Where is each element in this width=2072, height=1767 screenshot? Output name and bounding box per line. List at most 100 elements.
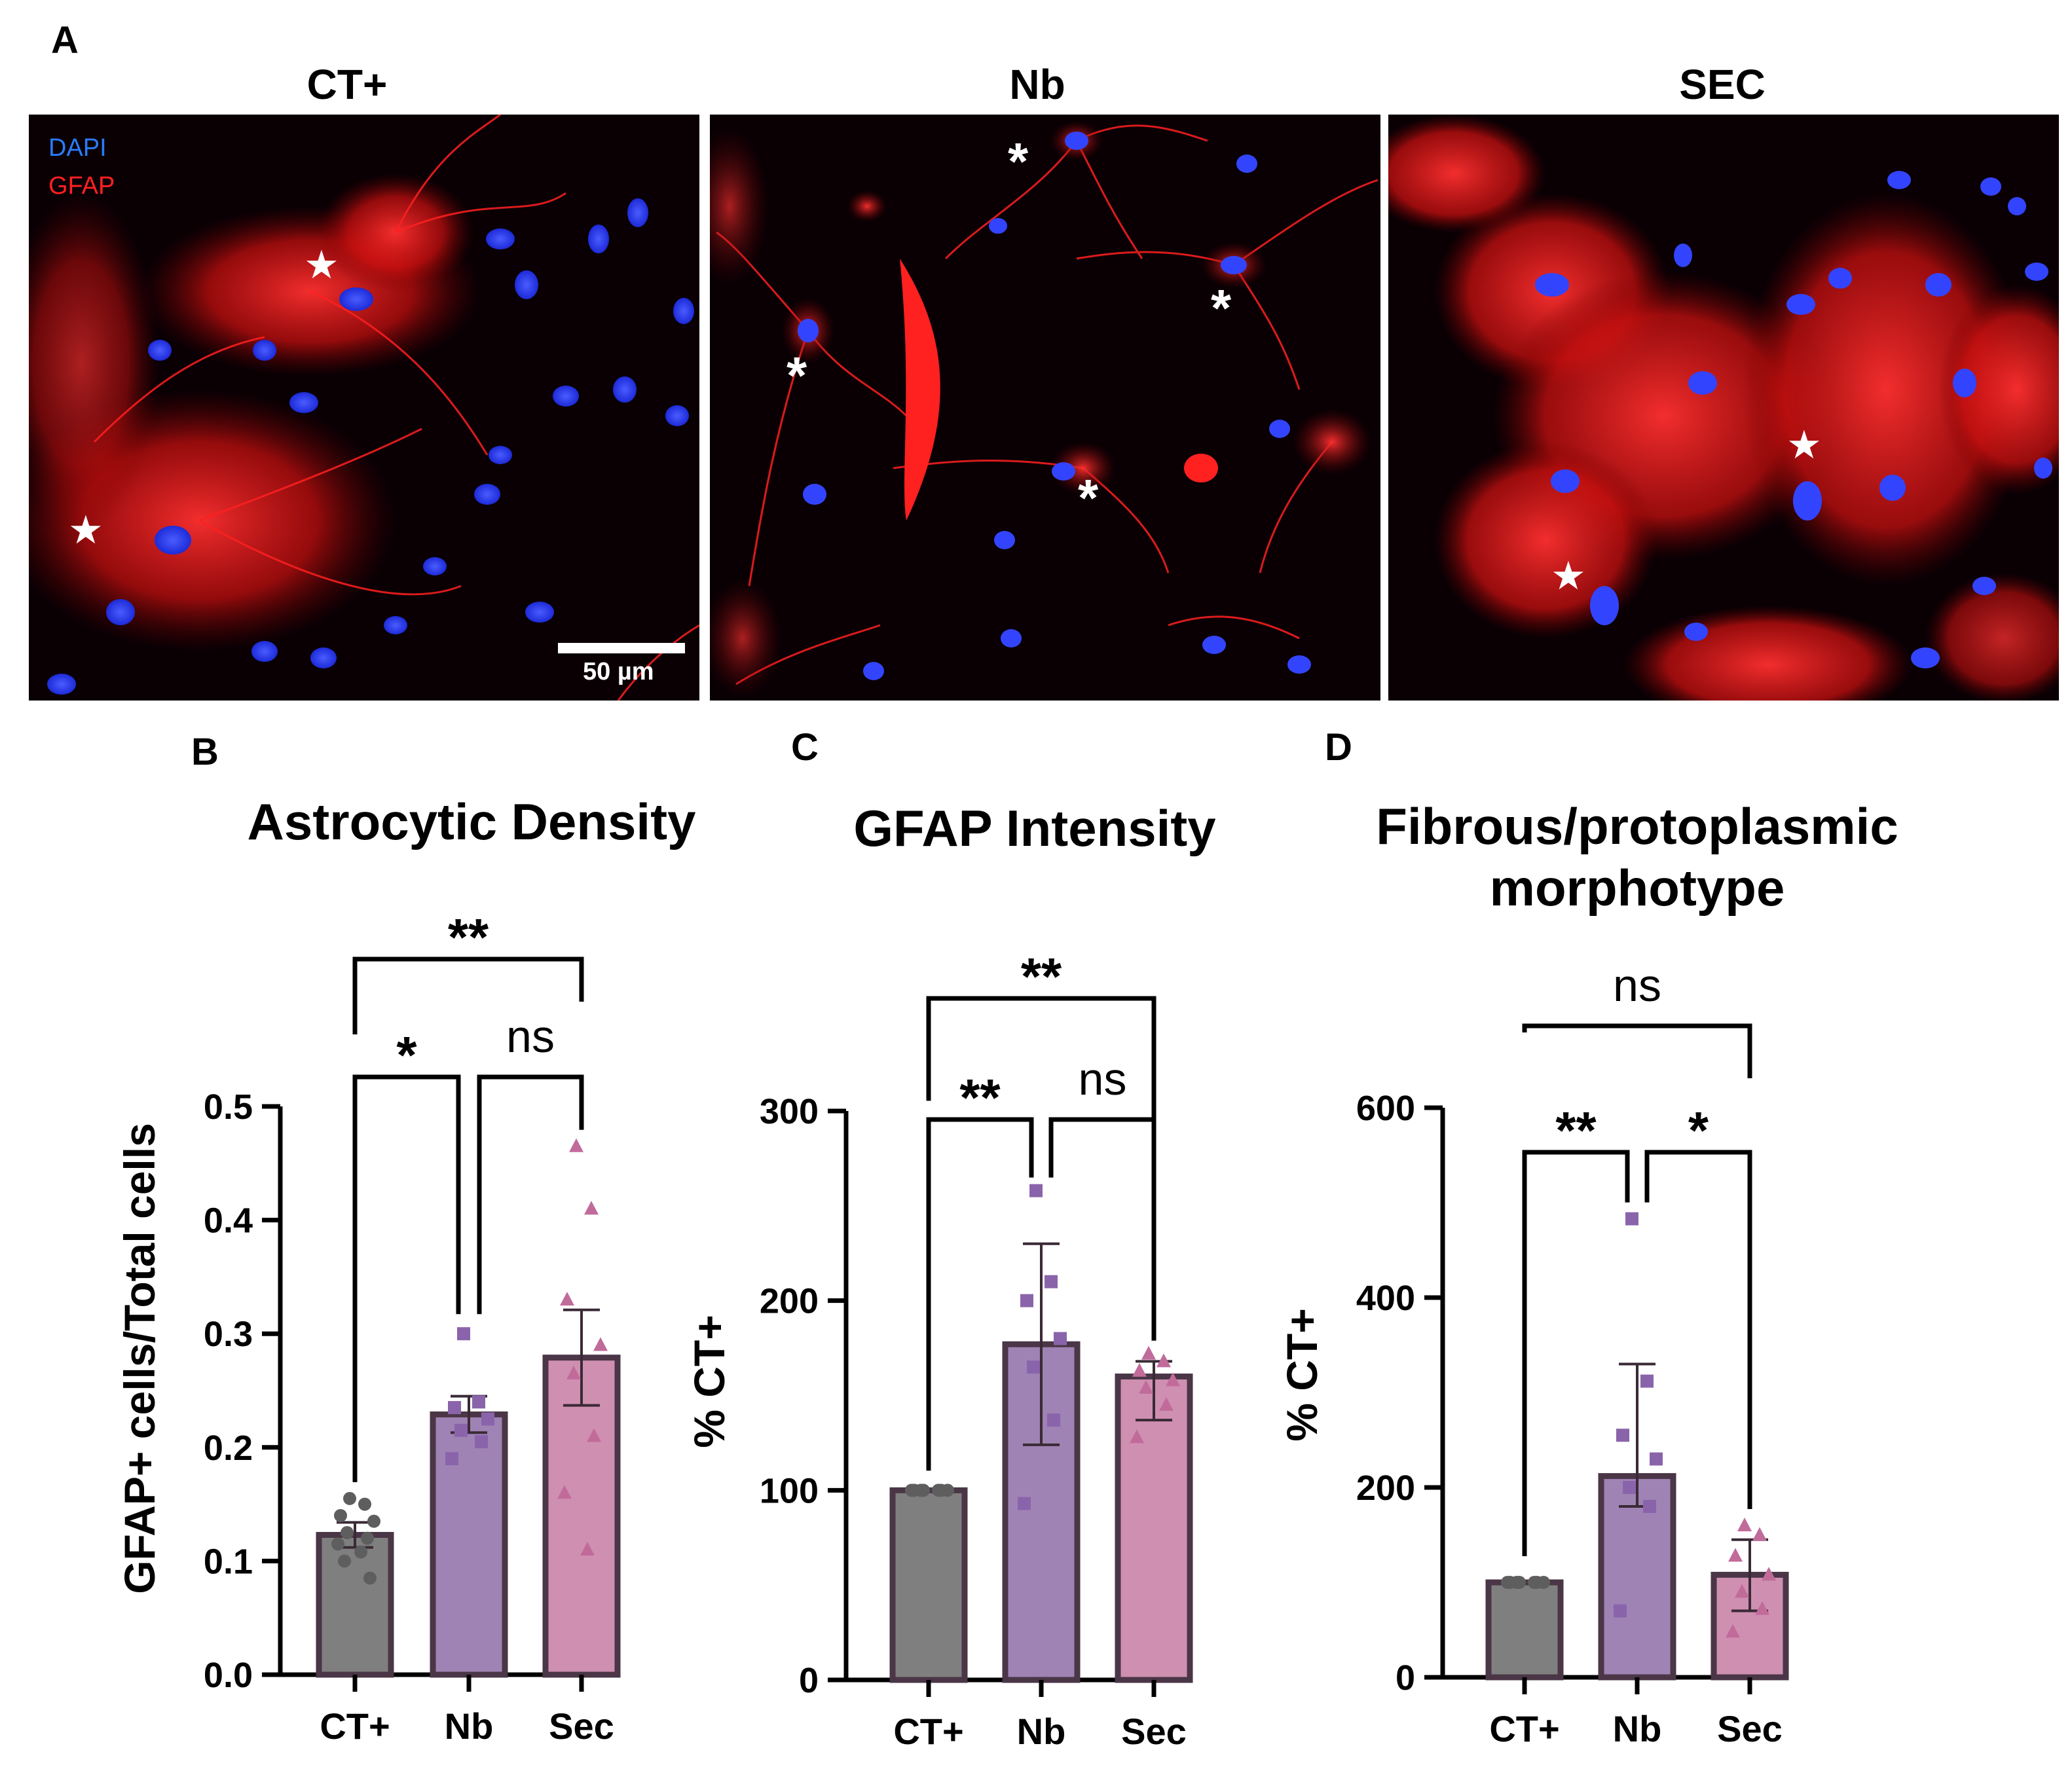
significance-bracket [477, 1074, 584, 1315]
data-point [331, 1537, 344, 1551]
significance-bracket [1522, 1150, 1630, 1556]
significance-label: ** [448, 908, 489, 966]
legend-gfap: GFAP [48, 172, 115, 200]
x-tick-label: Nb [1017, 1711, 1066, 1752]
data-point [338, 1554, 351, 1568]
data-point [557, 1485, 572, 1499]
legend-dapi: DAPI [48, 134, 107, 162]
data-point [358, 1497, 371, 1511]
y-tick-label: 200 [1356, 1468, 1415, 1508]
x-tick-label: Sec [1717, 1708, 1783, 1749]
data-point [566, 1365, 581, 1379]
star-marker: ★ [1786, 422, 1822, 468]
significance-bracket [352, 956, 584, 1034]
asterisk-marker: * [1078, 469, 1099, 527]
scale-bar [558, 643, 685, 653]
chart-d-title: Fibrous/protoplasmic morphotype [1376, 797, 1898, 917]
data-point [1029, 1184, 1043, 1197]
micrograph-nb: * * * * [710, 115, 1380, 701]
y-tick-label: 0.3 [204, 1315, 253, 1354]
bar-ctplus [316, 1531, 394, 1678]
y-tick-label: 0.4 [204, 1201, 253, 1241]
data-point [1132, 1362, 1147, 1377]
data-point [905, 1484, 918, 1497]
significance-bracket [1048, 1117, 1156, 1341]
data-point [1625, 1212, 1638, 1226]
data-point [1737, 1518, 1752, 1531]
data-point [1735, 1584, 1749, 1598]
data-point [1166, 1372, 1180, 1387]
data-point [1501, 1576, 1514, 1589]
data-point [1047, 1413, 1060, 1427]
data-point [457, 1327, 470, 1341]
micrograph-nb-drawing [710, 121, 1378, 697]
data-point [587, 1428, 601, 1442]
x-tick-label: Nb [445, 1705, 494, 1747]
data-point [448, 1401, 461, 1415]
data-point [1755, 1601, 1769, 1615]
data-point [1139, 1379, 1153, 1394]
micrograph-ctplus: DAPI GFAP ★ ★ 50 µm [29, 115, 699, 701]
data-point [569, 1138, 583, 1152]
data-point [1616, 1429, 1629, 1442]
data-point [1530, 1576, 1544, 1589]
x-tick-label: CT+ [893, 1711, 963, 1752]
data-point [1156, 1353, 1171, 1368]
data-point [580, 1542, 595, 1556]
x-tick-label: Sec [549, 1705, 614, 1747]
data-point [1640, 1374, 1654, 1388]
significance-label: * [396, 1026, 417, 1084]
significance-label: ** [1021, 947, 1062, 1006]
bar-ctplus [1485, 1579, 1564, 1681]
significance-label: ns [506, 1011, 555, 1062]
data-point [1018, 1497, 1031, 1510]
x-tick-label: CT+ [320, 1705, 390, 1747]
data-point [584, 1201, 599, 1215]
y-tick-label: 100 [760, 1471, 819, 1510]
significance-bracket [926, 1117, 1034, 1471]
data-point [1623, 1481, 1636, 1494]
data-point [1020, 1294, 1033, 1307]
y-tick-label: 600 [1356, 1089, 1415, 1128]
significance-label: ** [959, 1068, 1001, 1127]
data-point [1643, 1500, 1656, 1513]
asterisk-marker: * [1008, 132, 1029, 191]
data-point [481, 1412, 494, 1426]
panel-b-letter: B [191, 731, 219, 773]
chart-c-title: GFAP Intensity [853, 799, 1216, 857]
data-point [1614, 1604, 1627, 1618]
micrograph-sec-drawing [1388, 115, 2059, 701]
data-point [1045, 1275, 1058, 1288]
data-point [560, 1292, 574, 1306]
significance-bracket [1522, 1023, 1752, 1078]
chart-b-title: Astrocytic Density [247, 793, 696, 850]
y-tick-label: 0.1 [204, 1542, 253, 1581]
data-point [1159, 1396, 1174, 1411]
data-point [367, 1514, 380, 1528]
data-point [1141, 1345, 1156, 1360]
image-title-ctplus: CT+ [306, 61, 388, 108]
y-tick-label: 0 [1396, 1658, 1415, 1698]
data-point [445, 1452, 458, 1466]
data-point [934, 1484, 948, 1497]
data-point [1650, 1452, 1663, 1466]
data-point [1762, 1567, 1776, 1581]
significance-bracket [926, 996, 1156, 1121]
micrograph-sec: ★ ★ [1388, 115, 2059, 701]
y-tick-label: 400 [1356, 1279, 1415, 1318]
data-point [354, 1545, 367, 1559]
asterisk-marker: * [1211, 279, 1232, 337]
y-tick-label: 0 [799, 1661, 819, 1700]
data-point [1027, 1360, 1040, 1374]
image-title-sec: SEC [1679, 61, 1766, 108]
bar-nb [1598, 1473, 1676, 1681]
y-tick-label: 0.5 [204, 1087, 253, 1127]
x-tick-label: CT+ [1489, 1708, 1559, 1749]
scale-bar-label: 50 µm [583, 658, 654, 685]
significance-label: * [1688, 1101, 1709, 1159]
x-tick-label: Nb [1613, 1708, 1662, 1749]
data-point [363, 1571, 377, 1585]
significance-label: ns [1613, 960, 1661, 1011]
